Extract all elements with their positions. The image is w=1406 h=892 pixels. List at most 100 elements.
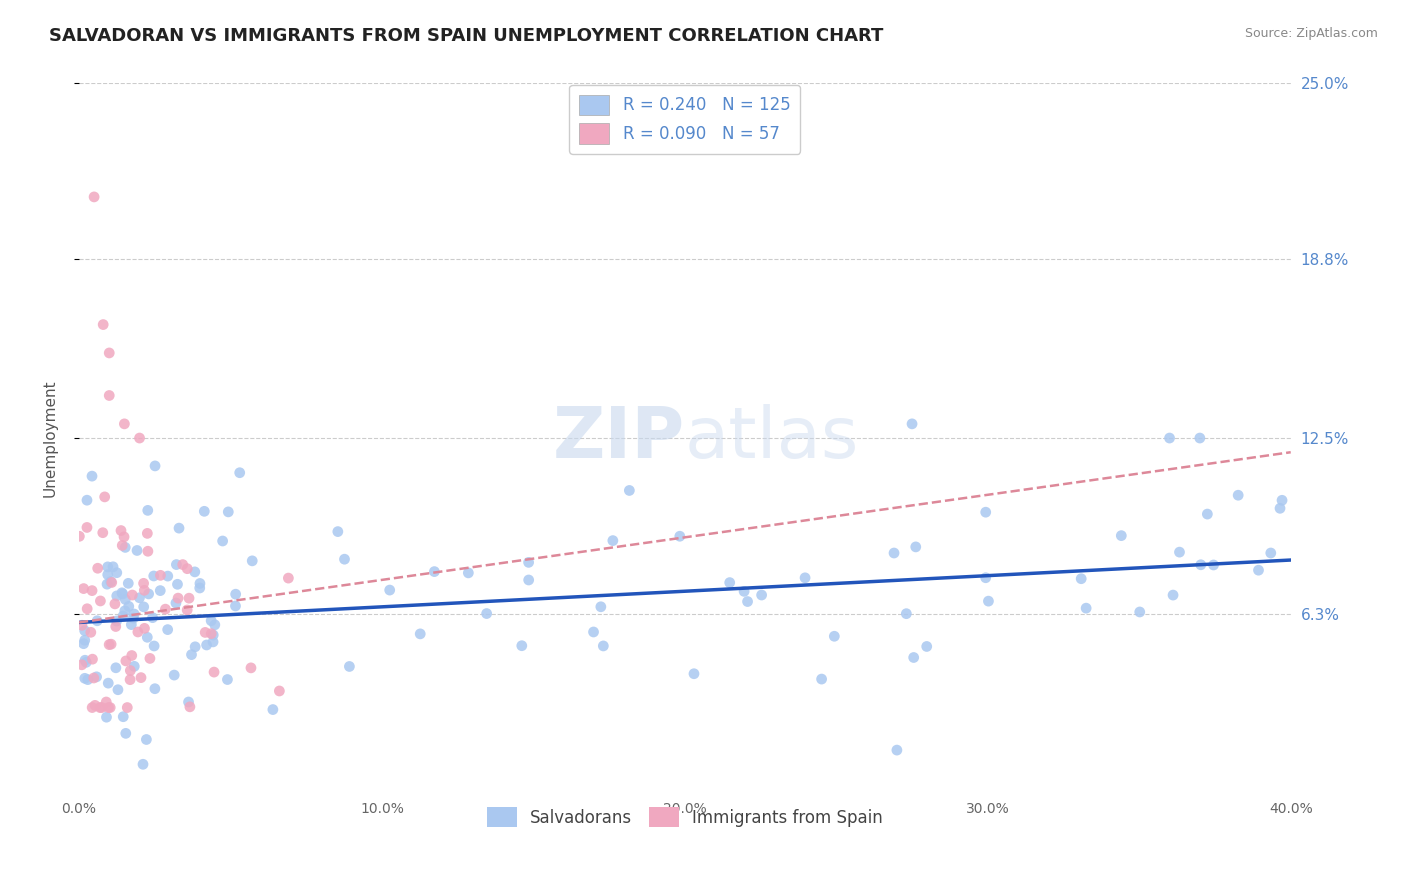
- Point: [76, 601, 98, 615]
- Point: [883, 546, 905, 560]
- Point: [1168, 545, 1191, 559]
- Point: [517, 573, 540, 587]
- Point: [177, 591, 200, 606]
- Point: [155, 602, 177, 616]
- Point: [112, 530, 135, 544]
- Point: [1202, 558, 1225, 572]
- Point: [156, 623, 179, 637]
- Point: [122, 611, 145, 625]
- Point: [76, 673, 98, 687]
- Point: [114, 592, 136, 607]
- Point: [80, 583, 103, 598]
- Point: [120, 664, 142, 678]
- Point: [896, 607, 918, 621]
- Point: [101, 559, 124, 574]
- Text: atlas: atlas: [685, 403, 859, 473]
- Point: [915, 640, 938, 654]
- Point: [120, 673, 142, 687]
- Point: [1129, 605, 1152, 619]
- Point: [93, 490, 115, 504]
- Point: [582, 624, 605, 639]
- Point: [76, 493, 98, 508]
- Point: [105, 566, 128, 580]
- Point: [974, 505, 997, 519]
- Point: [619, 483, 641, 498]
- Point: [67, 529, 90, 543]
- Point: [91, 525, 114, 540]
- Point: [1260, 546, 1282, 560]
- Point: [86, 561, 108, 575]
- Point: [72, 637, 94, 651]
- Point: [73, 633, 96, 648]
- Point: [90, 700, 112, 714]
- Point: [193, 504, 215, 518]
- Point: [75, 656, 97, 670]
- Point: [80, 469, 103, 483]
- Point: [239, 661, 262, 675]
- Point: [83, 190, 105, 204]
- Point: [517, 555, 540, 569]
- Point: [89, 700, 111, 714]
- Point: [202, 628, 225, 642]
- Point: [112, 709, 135, 723]
- Point: [127, 624, 149, 639]
- Point: [121, 648, 143, 663]
- Point: [117, 576, 139, 591]
- Point: [718, 575, 741, 590]
- Point: [167, 521, 190, 535]
- Point: [202, 635, 225, 649]
- Point: [823, 629, 845, 643]
- Point: [510, 639, 533, 653]
- Point: [89, 594, 111, 608]
- Point: [184, 640, 207, 654]
- Point: [110, 524, 132, 538]
- Point: [903, 650, 925, 665]
- Text: Source: ZipAtlas.com: Source: ZipAtlas.com: [1244, 27, 1378, 40]
- Point: [96, 710, 118, 724]
- Point: [114, 726, 136, 740]
- Point: [166, 577, 188, 591]
- Point: [114, 604, 136, 618]
- Point: [188, 581, 211, 595]
- Point: [124, 659, 146, 673]
- Point: [204, 617, 226, 632]
- Point: [217, 673, 239, 687]
- Point: [339, 659, 361, 673]
- Point: [326, 524, 349, 539]
- Point: [100, 574, 122, 589]
- Point: [122, 607, 145, 621]
- Point: [409, 627, 432, 641]
- Point: [184, 565, 207, 579]
- Point: [1271, 493, 1294, 508]
- Point: [73, 671, 96, 685]
- Text: SALVADORAN VS IMMIGRANTS FROM SPAIN UNEMPLOYMENT CORRELATION CHART: SALVADORAN VS IMMIGRANTS FROM SPAIN UNEM…: [49, 27, 883, 45]
- Point: [98, 388, 121, 402]
- Point: [70, 618, 93, 632]
- Point: [73, 624, 96, 638]
- Point: [165, 596, 187, 610]
- Point: [378, 583, 401, 598]
- Point: [117, 700, 139, 714]
- Point: [475, 607, 498, 621]
- Point: [97, 700, 120, 714]
- Point: [143, 681, 166, 696]
- Point: [97, 567, 120, 582]
- Point: [794, 571, 817, 585]
- Point: [810, 672, 832, 686]
- Point: [82, 652, 104, 666]
- Point: [72, 582, 94, 596]
- Point: [200, 614, 222, 628]
- Point: [202, 665, 225, 679]
- Point: [602, 533, 624, 548]
- Point: [737, 594, 759, 608]
- Point: [104, 619, 127, 633]
- Legend: Salvadorans, Immigrants from Spain: Salvadorans, Immigrants from Spain: [479, 800, 890, 834]
- Point: [974, 571, 997, 585]
- Point: [1111, 528, 1133, 542]
- Text: ZIP: ZIP: [553, 403, 685, 473]
- Point: [1188, 431, 1211, 445]
- Point: [901, 417, 924, 431]
- Point: [105, 589, 128, 603]
- Point: [83, 671, 105, 685]
- Point: [96, 577, 118, 591]
